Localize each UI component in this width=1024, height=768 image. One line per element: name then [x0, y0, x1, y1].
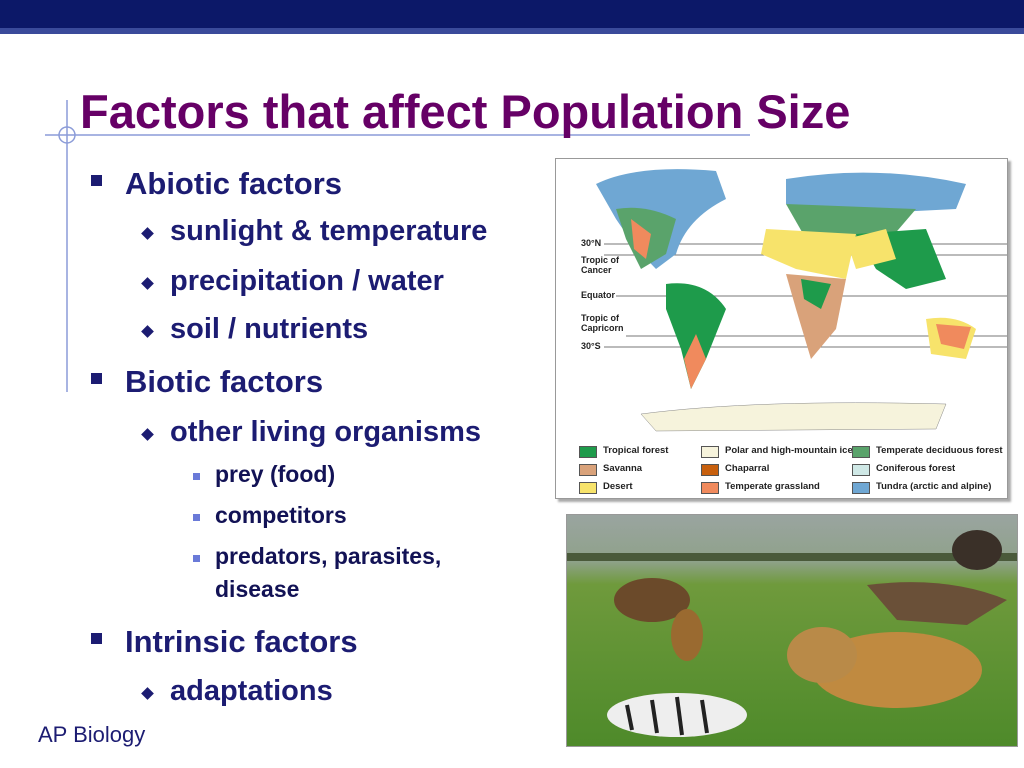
bullet-marker: [91, 633, 102, 644]
bullet-text: competitors: [215, 502, 347, 528]
legend-label: Tropical forest: [603, 445, 669, 456]
bullet-text: Biotic factors: [125, 364, 324, 399]
footer: AP Biology: [38, 722, 146, 747]
legend-swatch: [579, 464, 597, 476]
bullet-text: adaptations: [170, 675, 333, 707]
bullet-marker: [141, 687, 154, 700]
bullet-marker: [193, 514, 200, 521]
legend-label: Savanna: [603, 463, 643, 474]
legend-label: Desert: [603, 481, 633, 492]
photo-art: [567, 515, 1017, 746]
latitude-label: Tropic of Cancer: [581, 255, 619, 275]
legend-label: Temperate deciduous forest: [876, 445, 1003, 456]
legend-label: Polar and high-mountain ice: [725, 445, 853, 456]
bullet-text: predators, parasites, disease: [215, 543, 442, 602]
bullet-text: prey (food): [215, 461, 336, 487]
bullet-text: Intrinsic factors: [125, 624, 358, 659]
latitude-label: Tropic of Capricorn: [581, 313, 624, 333]
top-bar: [0, 0, 1024, 34]
bullet-marker: [91, 373, 102, 384]
wildlife-photo: [566, 514, 1018, 747]
legend-label: Coniferous forest: [876, 463, 956, 474]
legend-label: Temperate grassland: [725, 481, 820, 492]
slide-title: Factors that affect Population Size: [80, 85, 851, 138]
bullet-text: sunlight & temperature: [170, 215, 488, 247]
latitude-label: 30°N: [581, 238, 602, 248]
legend-swatch: [701, 464, 719, 476]
legend-swatch: [852, 464, 870, 476]
latitude-label: 30°S: [581, 341, 601, 351]
bullet-text: precipitation / water: [170, 265, 444, 297]
legend-label: Tundra (arctic and alpine): [876, 481, 992, 492]
legend-swatch: [701, 482, 719, 494]
bullet-text: soil / nutrients: [170, 313, 369, 345]
map-art: [596, 169, 1007, 432]
legend-swatch: [579, 482, 597, 494]
bullet-marker: [193, 555, 200, 562]
legend-swatch: [701, 446, 719, 458]
biome-map: 30°N Tropic of Cancer Equator Tropic of Cap…: [555, 158, 1008, 499]
bullet-text: other living organisms: [170, 416, 481, 448]
bullet-marker: [193, 473, 200, 480]
latitude-label: Equator: [581, 290, 616, 300]
bullet-marker: [91, 175, 102, 186]
legend-swatch: [852, 482, 870, 494]
legend-label: Chaparral: [725, 463, 770, 474]
legend-swatch: [852, 446, 870, 458]
legend-swatch: [579, 446, 597, 458]
bullet-text: Abiotic factors: [125, 166, 343, 201]
bullet-marker: [141, 428, 154, 441]
decor-lines: [45, 100, 750, 392]
